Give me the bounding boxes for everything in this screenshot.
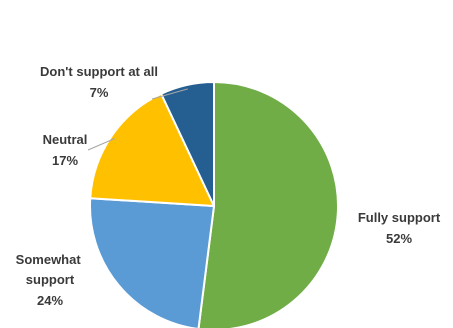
slice-value-dont-support: 7% <box>90 85 109 100</box>
slice-label-somewhat-support-line1: Somewhat <box>16 252 82 267</box>
pie-slice-fully-support <box>197 81 340 328</box>
pie-slice-don-t-support-at-all <box>160 81 215 207</box>
pie-slice-somewhat-support <box>89 197 215 328</box>
slice-label-fully-support: Fully support <box>358 210 441 225</box>
slice-value-neutral: 17% <box>52 153 78 168</box>
slice-label-dont-support: Don't support at all <box>40 64 158 79</box>
slice-label-neutral: Neutral <box>43 132 88 147</box>
slice-label-somewhat-support: Somewhat support <box>16 252 85 287</box>
slice-label-somewhat-support-line2: support <box>26 272 75 287</box>
leader-line-neutral <box>87 138 115 151</box>
slice-value-somewhat-support: 24% <box>37 293 63 308</box>
slice-value-fully-support: 52% <box>386 231 412 246</box>
leader-line-don-t-support-at-all <box>151 88 188 100</box>
pie-slices <box>89 81 340 328</box>
leader-lines <box>87 88 188 151</box>
